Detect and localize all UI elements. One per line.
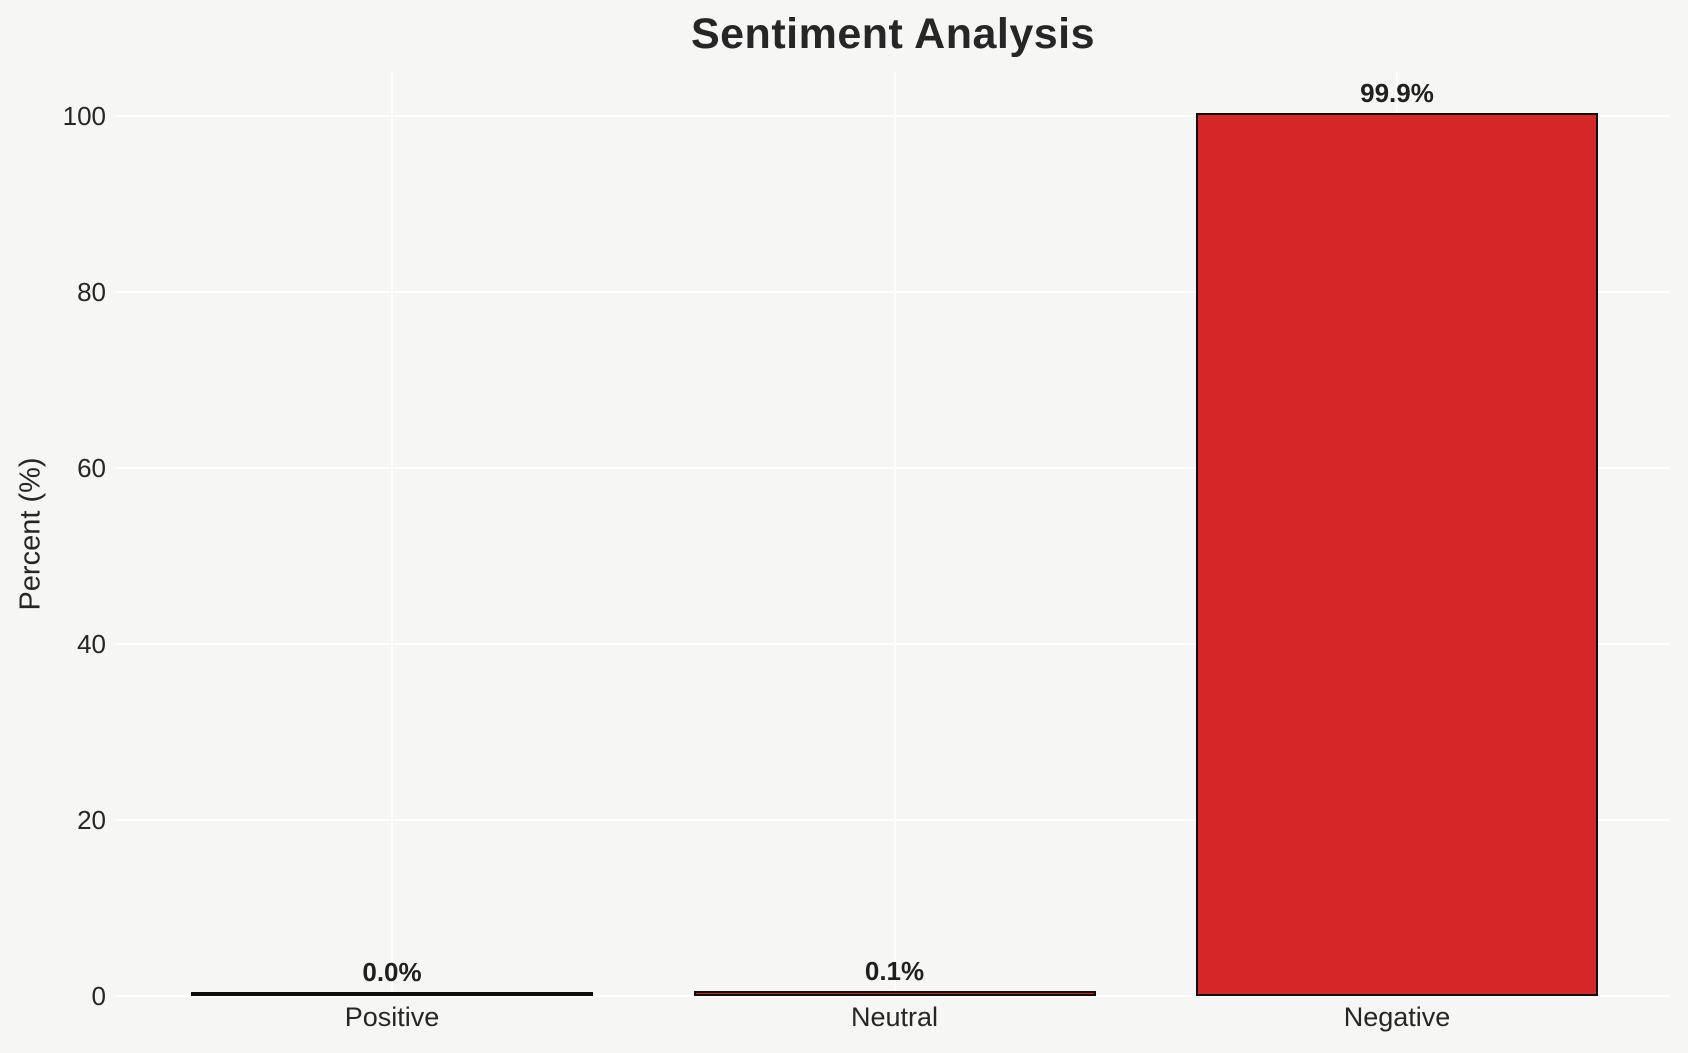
v-gridline — [391, 72, 393, 996]
h-gridline — [116, 467, 1670, 469]
h-gridline — [116, 643, 1670, 645]
v-gridline — [893, 72, 896, 996]
h-gridline — [116, 115, 1670, 117]
bar-value-label: 0.0% — [362, 957, 422, 987]
y-tick-label: 40 — [77, 629, 106, 659]
bar-value-label: 99.9% — [1360, 77, 1434, 108]
h-gridline — [116, 995, 1670, 997]
y-tick-label: 80 — [77, 277, 106, 307]
x-category-label: Neutral — [850, 1002, 939, 1032]
bar-negative — [1196, 112, 1598, 996]
h-gridline — [116, 819, 1670, 821]
y-tick-label: 100 — [62, 101, 106, 131]
bar-value-label: 0.1% — [864, 956, 925, 987]
y-tick-label: 0 — [91, 981, 106, 1011]
chart-title: Sentiment Analysis — [690, 10, 1096, 58]
y-tick-label: 20 — [77, 805, 106, 835]
bar-neutral — [693, 991, 1096, 996]
bar-positive — [191, 992, 593, 996]
y-tick-label: 60 — [77, 453, 106, 483]
x-category-label: Negative — [1343, 1002, 1451, 1032]
h-gridline — [116, 291, 1670, 293]
x-category-label: Positive — [344, 1002, 440, 1032]
